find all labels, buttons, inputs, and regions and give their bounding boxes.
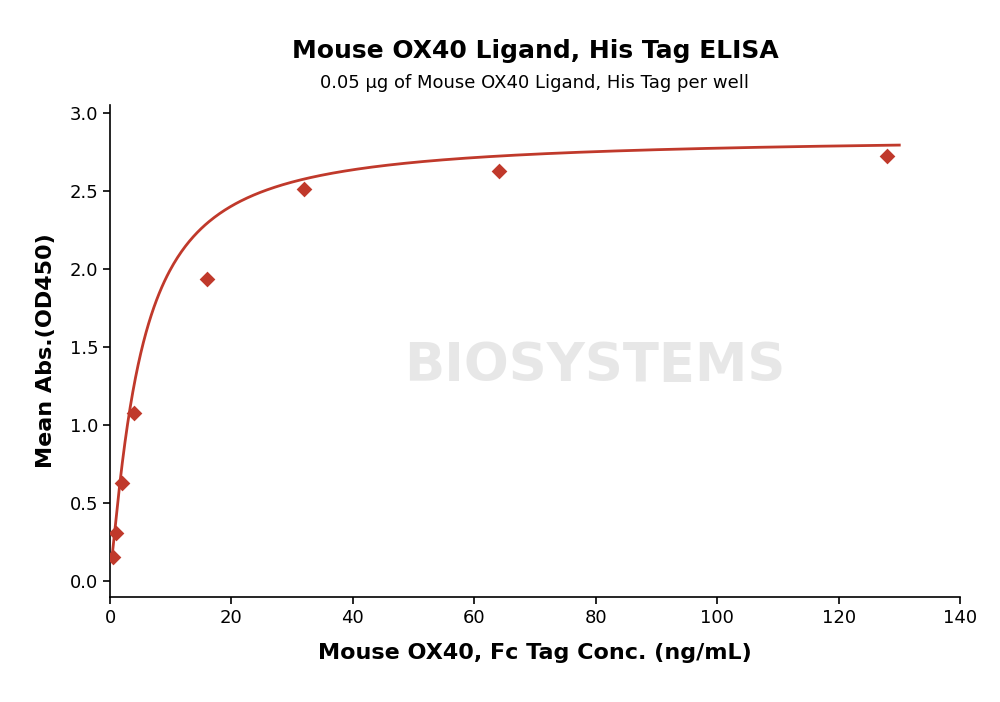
- Point: [126, 408, 142, 419]
- Point: [108, 527, 124, 538]
- Text: Mouse OX40 Ligand, His Tag ELISA: Mouse OX40 Ligand, His Tag ELISA: [292, 39, 778, 62]
- Point: [199, 274, 215, 285]
- Point: [296, 183, 312, 194]
- Point: [491, 165, 507, 176]
- Point: [879, 150, 895, 161]
- Text: BIOSYSTEMS: BIOSYSTEMS: [404, 340, 785, 392]
- Point: [114, 477, 130, 489]
- Text: 0.05 μg of Mouse OX40 Ligand, His Tag per well: 0.05 μg of Mouse OX40 Ligand, His Tag pe…: [320, 74, 750, 92]
- Y-axis label: Mean Abs.(OD450): Mean Abs.(OD450): [36, 234, 56, 468]
- X-axis label: Mouse OX40, Fc Tag Conc. (ng/mL): Mouse OX40, Fc Tag Conc. (ng/mL): [318, 643, 752, 663]
- Point: [105, 552, 121, 563]
